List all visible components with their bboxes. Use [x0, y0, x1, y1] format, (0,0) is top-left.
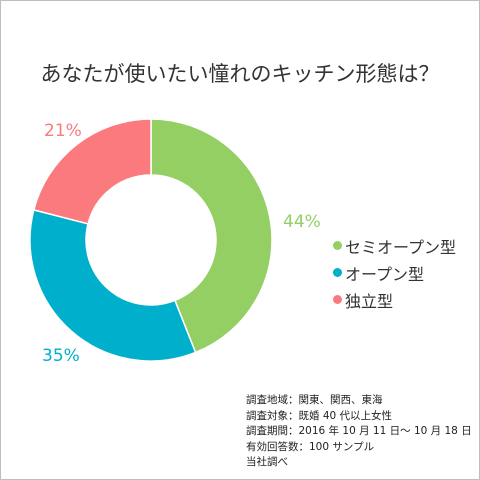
- legend-marker: [333, 295, 342, 304]
- legend-item-independent: 独立型: [333, 286, 456, 313]
- legend-marker: [333, 268, 342, 277]
- chart-title: あなたが使いたい憧れのキッチン形態は？: [40, 62, 440, 86]
- legend: セミオープン型 オープン型 独立型: [333, 232, 456, 313]
- note-survey-target: 調査対象：既婚 40 代以上女性: [246, 409, 393, 422]
- legend-label: セミオープン型: [345, 237, 457, 257]
- note-source: 当社調べ: [246, 456, 288, 468]
- legend-item-open: オープン型: [333, 259, 456, 286]
- slice-semi-open: [150, 118, 273, 354]
- data-label-open: 35%: [42, 346, 80, 366]
- note-survey-period: 調査期間：2016 年 10 月 11 日～ 10 月 18 日: [246, 425, 472, 437]
- data-label-semi-open: 44%: [283, 212, 321, 232]
- slice-independent: [32, 118, 152, 225]
- note-sample-count: 有効回答数：100 サンプル: [246, 440, 375, 453]
- legend-item-semi-open: セミオープン型: [333, 232, 456, 259]
- legend-label: オープン型: [345, 264, 425, 284]
- data-label-independent: 21%: [44, 121, 82, 141]
- legend-label: 独立型: [345, 291, 394, 311]
- note-survey-area: 調査地域：関東、関西、東海: [246, 394, 383, 406]
- survey-notes: 調査地域：関東、関西、東海 調査対象：既婚 40 代以上女性 調査期間：2016…: [246, 393, 472, 471]
- legend-marker: [333, 241, 342, 250]
- slice-open: [29, 208, 197, 362]
